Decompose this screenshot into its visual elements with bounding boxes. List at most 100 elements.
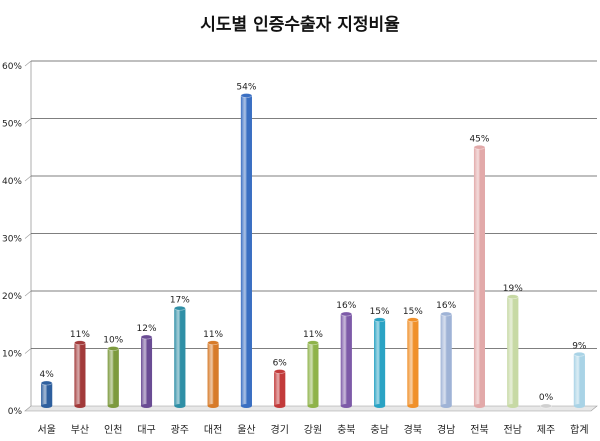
bar-base: [207, 404, 219, 408]
chart-title: 시도별 인증수출자 지정비율: [200, 15, 400, 35]
y-tick-label: 20%: [2, 292, 22, 302]
bar-top: [240, 93, 253, 98]
bar-top: [107, 346, 120, 351]
bar-충북: [340, 311, 353, 408]
bar-top: [273, 369, 286, 374]
bar-shading: [307, 342, 319, 406]
y-tick-label: 10%: [2, 350, 22, 360]
bar-top: [307, 340, 319, 346]
bar-대구: [140, 334, 153, 408]
x-tick-label: 대전: [204, 424, 222, 436]
bar-base: [340, 404, 352, 408]
x-tick-label: 대구: [137, 424, 155, 436]
bar-shading: [440, 314, 452, 406]
bar-서울: [40, 380, 53, 408]
x-tick-label: 인천: [104, 424, 122, 436]
bar-shading: [74, 342, 86, 406]
gridline-depth: [24, 348, 32, 354]
x-tick-label: 전북: [470, 424, 488, 436]
bar-제주: [540, 403, 552, 409]
x-tick-label: 강원: [304, 424, 322, 436]
bar-shading: [340, 314, 352, 406]
data-label: 11%: [303, 330, 323, 340]
bar-base: [307, 404, 319, 408]
y-tick-label: 0%: [8, 407, 23, 417]
data-label: 54%: [236, 83, 256, 93]
bar-base: [274, 404, 286, 408]
bar-shading: [407, 319, 419, 406]
x-tick-label: 서울: [37, 424, 55, 436]
bar-base: [407, 404, 419, 408]
bar-인천: [107, 346, 120, 408]
bar-top: [207, 340, 219, 346]
bar-top: [573, 351, 586, 357]
bar-top: [440, 311, 452, 317]
data-label: 12%: [137, 324, 157, 334]
bar-전북: [473, 144, 486, 408]
x-tick-label: 충북: [337, 424, 355, 436]
gridline-depth: [24, 175, 32, 182]
data-label: 15%: [370, 307, 390, 317]
bar-부산: [74, 340, 86, 408]
data-label: 0%: [539, 393, 554, 403]
data-label: 17%: [170, 295, 190, 305]
bar-shading: [107, 348, 119, 406]
bar-shading: [141, 337, 153, 406]
bar-shading: [240, 95, 252, 406]
bar-shading: [41, 383, 53, 406]
data-label: 16%: [336, 301, 356, 311]
bar-base: [41, 404, 53, 408]
data-label: 16%: [436, 301, 456, 311]
bar-base: [141, 404, 153, 408]
bar-base: [107, 404, 119, 408]
x-tick-label: 광주: [171, 424, 189, 436]
bar-광주: [174, 305, 186, 408]
data-label: 11%: [70, 330, 90, 340]
x-tick-label: 부산: [71, 424, 89, 436]
bar-top: [174, 305, 186, 311]
gridline-depth: [24, 233, 32, 239]
data-label: 4%: [40, 370, 55, 380]
x-tick-label: 합계: [570, 424, 588, 436]
bar-top: [540, 403, 552, 409]
x-tick-label: 충남: [370, 424, 388, 436]
data-label: 9%: [572, 341, 587, 351]
data-label: 11%: [203, 330, 223, 340]
data-label: 10%: [103, 336, 123, 346]
bar-충남: [373, 317, 386, 408]
bar-top: [506, 294, 519, 300]
bar-base: [74, 404, 86, 408]
bar-shading: [573, 354, 585, 406]
data-label: 15%: [403, 307, 423, 317]
x-tick-label: 경북: [404, 423, 422, 436]
gridline-depth: [24, 290, 32, 297]
bar-대전: [207, 340, 219, 408]
bar-top: [373, 317, 386, 323]
data-label: 19%: [503, 284, 523, 294]
bar-base: [174, 404, 186, 408]
bar-강원: [307, 340, 319, 408]
gridline-depth: [24, 118, 32, 124]
gridline-depth: [24, 60, 32, 67]
bar-경남: [440, 311, 452, 408]
x-tick-label: 경기: [271, 423, 289, 436]
x-tick-label: 제주: [537, 424, 555, 436]
bar-base: [507, 404, 519, 408]
bar-shading: [207, 342, 219, 406]
bar-base: [573, 404, 585, 408]
bar-shading: [507, 296, 519, 406]
bar-경북: [407, 317, 419, 408]
bar-base: [374, 404, 386, 408]
y-tick-label: 40%: [2, 177, 22, 187]
bar-base: [473, 404, 485, 408]
bar-base: [440, 404, 452, 408]
y-tick-label: 30%: [2, 235, 22, 245]
x-tick-label: 울산: [237, 424, 255, 436]
bar-top: [473, 144, 486, 150]
bar-합계: [573, 351, 586, 408]
bar-top: [140, 334, 153, 340]
bar-top: [74, 340, 86, 346]
data-label: 45%: [469, 134, 489, 144]
